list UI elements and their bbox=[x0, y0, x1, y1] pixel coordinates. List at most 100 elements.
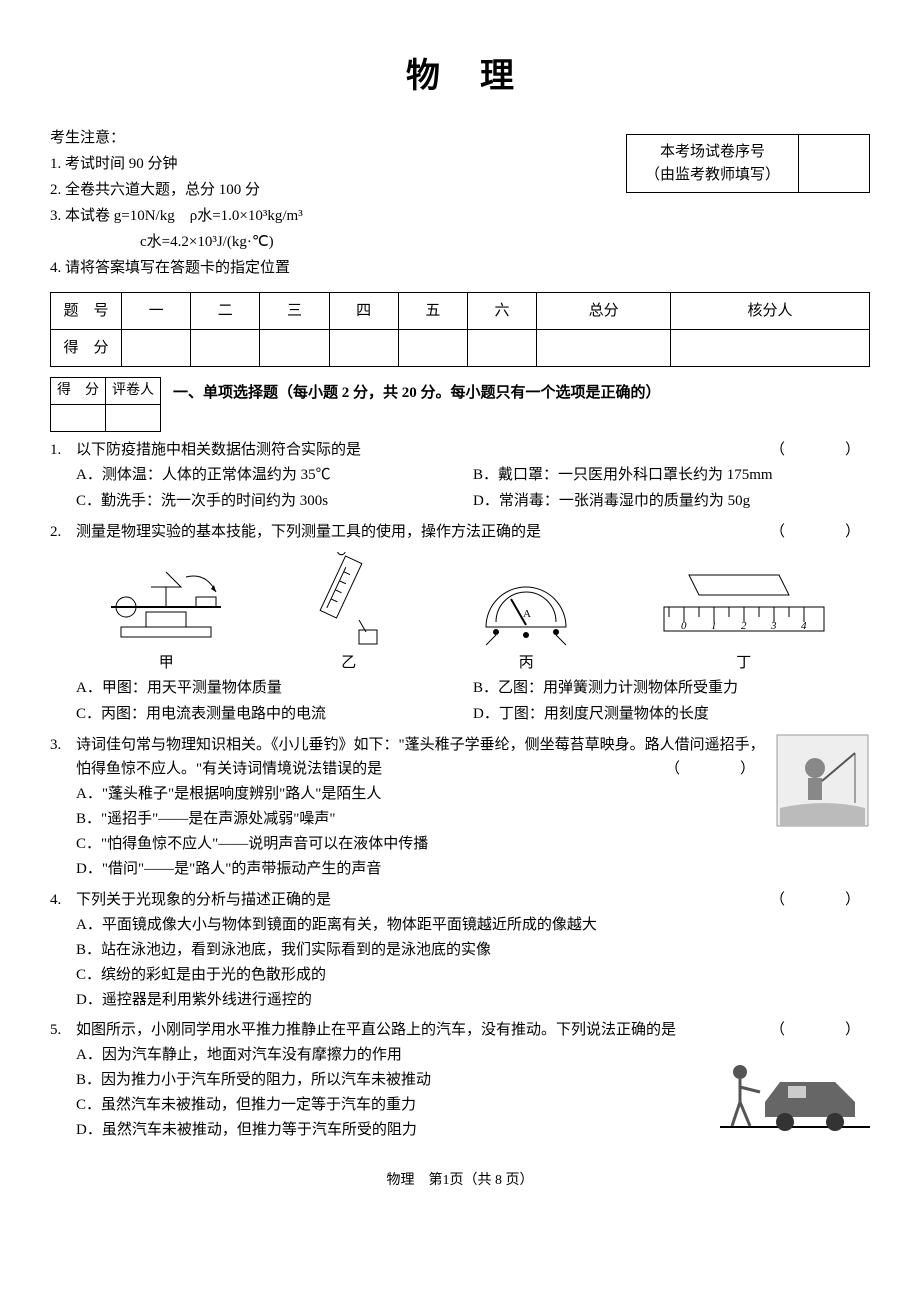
q4-stem: 下列关于光现象的分析与描述正确的是 （ ） bbox=[76, 888, 870, 912]
q4-stem-text: 下列关于光现象的分析与描述正确的是 bbox=[76, 892, 331, 908]
spring-scale-icon bbox=[304, 552, 394, 647]
q1-stem: 以下防疫措施中相关数据估测符合实际的是 （ ） bbox=[76, 438, 870, 462]
serial-text: 本考场试卷序号 （由监考教师填写） bbox=[627, 135, 799, 192]
notice-item-4: 4. 请将答案填写在答题卡的指定位置 bbox=[50, 256, 626, 280]
q1-opt-a: A．测体温：人体的正常体温约为 35℃ bbox=[76, 463, 473, 487]
q2-label-a: 甲 bbox=[91, 651, 241, 675]
q4-opt-b: B．站在泳池边，看到泳池底，我们实际看到的是泳池底的实像 bbox=[76, 938, 870, 962]
q1-num: 1. bbox=[50, 438, 76, 462]
q2-fig-b: 乙 bbox=[304, 552, 394, 675]
q5-stem: 如图所示，小刚同学用水平推力推静止在平直公路上的汽车，没有推动。下列说法正确的是… bbox=[76, 1018, 870, 1042]
q2-label-b: 乙 bbox=[304, 651, 394, 675]
q1-paren: （ ） bbox=[770, 438, 870, 462]
score-row-label: 得 分 bbox=[51, 330, 122, 367]
rater-blank2 bbox=[106, 405, 161, 432]
q2-opt-d: D．丁图：用刻度尺测量物体的长度 bbox=[473, 702, 870, 726]
serial-blank bbox=[799, 135, 869, 192]
score-col-1: 一 bbox=[122, 293, 191, 330]
q2-fig-d: 0 1 2 3 4 丁 bbox=[659, 567, 829, 675]
rater-table: 得 分 评卷人 bbox=[50, 377, 161, 432]
q5: 5. 如图所示，小刚同学用水平推力推静止在平直公路上的汽车，没有推动。下列说法正… bbox=[50, 1018, 870, 1150]
serial-line1: 本考场试卷序号 bbox=[660, 144, 765, 160]
q3: 3. 诗词佳句常与物理知识相关。《小儿垂钓》如下："蓬头稚子学垂纶，侧坐莓苔草映… bbox=[50, 733, 870, 882]
balance-icon bbox=[91, 567, 241, 647]
ruler-icon: 0 1 2 3 4 bbox=[659, 567, 829, 647]
ruler-tick-3: 3 bbox=[770, 620, 777, 632]
score-cell-7 bbox=[537, 330, 671, 367]
page-title: 物理 bbox=[90, 50, 870, 104]
serial-box: 本考场试卷序号 （由监考教师填写） bbox=[626, 134, 870, 193]
fishing-child-icon bbox=[775, 733, 870, 828]
score-cell-4 bbox=[329, 330, 398, 367]
score-col-4: 四 bbox=[329, 293, 398, 330]
ammeter-icon: A bbox=[456, 557, 596, 647]
q3-num: 3. bbox=[50, 733, 76, 781]
q4-num: 4. bbox=[50, 888, 76, 912]
score-col-5: 五 bbox=[398, 293, 467, 330]
q2-opt-b: B．乙图：用弹簧测力计测物体所受重力 bbox=[473, 676, 870, 700]
q4-opt-c: C．缤纷的彩虹是由于光的色散形成的 bbox=[76, 963, 870, 987]
q2-label-c: 丙 bbox=[456, 651, 596, 675]
q3-stem: 诗词佳句常与物理知识相关。《小儿垂钓》如下："蓬头稚子学垂纶，侧坐莓苔草映身。路… bbox=[76, 733, 765, 781]
q5-image bbox=[720, 1042, 870, 1150]
q3-opt-d: D．"借问"——是"路人"的声带振动产生的声音 bbox=[76, 857, 765, 881]
q5-opt-a: A．因为汽车静止，地面对汽车没有摩擦力的作用 bbox=[76, 1043, 710, 1067]
notice-heading: 考生注意： bbox=[50, 126, 626, 150]
ruler-tick-4: 4 bbox=[801, 620, 807, 632]
score-cell-1 bbox=[122, 330, 191, 367]
score-cell-3 bbox=[260, 330, 329, 367]
serial-line2: （由监考教师填写） bbox=[645, 167, 780, 183]
score-cell-8 bbox=[671, 330, 870, 367]
q2: 2. 测量是物理实验的基本技能，下列测量工具的使用，操作方法正确的是 （ ） 甲 bbox=[50, 520, 870, 727]
notice-item-3b: c水=4.2×10³J/(kg·℃) bbox=[50, 230, 626, 254]
q5-opt-b: B．因为推力小于汽车所受的阻力，所以汽车未被推动 bbox=[76, 1068, 710, 1092]
rater-blank1 bbox=[51, 405, 106, 432]
q2-paren: （ ） bbox=[770, 520, 870, 544]
score-cell-6 bbox=[467, 330, 536, 367]
q2-stem-text: 测量是物理实验的基本技能，下列测量工具的使用，操作方法正确的是 bbox=[76, 524, 541, 540]
q2-fig-a: 甲 bbox=[91, 567, 241, 675]
q3-opt-b: B．"遥招手"——是在声源处减弱"噪声" bbox=[76, 807, 765, 831]
score-col-7: 总分 bbox=[537, 293, 671, 330]
q2-figures: 甲 乙 A bbox=[50, 544, 870, 675]
ruler-tick-0: 0 bbox=[681, 620, 687, 632]
score-col-2: 二 bbox=[191, 293, 260, 330]
q5-paren: （ ） bbox=[770, 1018, 870, 1042]
ammeter-label: A bbox=[523, 608, 531, 620]
score-col-8: 核分人 bbox=[671, 293, 870, 330]
notice-item-2: 2. 全卷共六道大题，总分 100 分 bbox=[50, 178, 626, 202]
q3-opt-c: C．"怕得鱼惊不应人"——说明声音可以在液体中传播 bbox=[76, 832, 765, 856]
q2-num: 2. bbox=[50, 520, 76, 544]
q4: 4. 下列关于光现象的分析与描述正确的是 （ ） A．平面镜成像大小与物体到镜面… bbox=[50, 888, 870, 1012]
q3-paren: （ ） bbox=[665, 757, 765, 781]
q3-stem-text: 诗词佳句常与物理知识相关。《小儿垂钓》如下："蓬头稚子学垂纶，侧坐莓苔草映身。路… bbox=[76, 737, 765, 777]
score-col-3: 三 bbox=[260, 293, 329, 330]
notice-item-3: 3. 本试卷 g=10N/kg ρ水=1.0×10³kg/m³ bbox=[50, 204, 626, 228]
notice-item-1: 1. 考试时间 90 分钟 bbox=[50, 152, 626, 176]
push-car-icon bbox=[720, 1042, 870, 1142]
q4-paren: （ ） bbox=[770, 888, 870, 912]
q3-image bbox=[775, 733, 870, 836]
q4-opt-d: D．遥控器是利用紫外线进行遥控的 bbox=[76, 988, 870, 1012]
score-header-label: 题 号 bbox=[51, 293, 122, 330]
q2-fig-c: A 丙 bbox=[456, 557, 596, 675]
page-footer: 物理 第1页（共 8 页） bbox=[50, 1170, 870, 1192]
score-cell-2 bbox=[191, 330, 260, 367]
q4-opt-a: A．平面镜成像大小与物体到镜面的距离有关，物体距平面镜越近所成的像越大 bbox=[76, 913, 870, 937]
score-col-6: 六 bbox=[467, 293, 536, 330]
q2-opt-a: A．甲图：用天平测量物体质量 bbox=[76, 676, 473, 700]
rater-row: 得 分 评卷人 一、单项选择题（每小题 2 分，共 20 分。每小题只有一个选项… bbox=[50, 377, 870, 432]
ruler-tick-2: 2 bbox=[741, 620, 747, 632]
q1-opt-b: B．戴口罩：一只医用外科口罩长约为 175mm bbox=[473, 463, 870, 487]
notice-left: 考生注意： 1. 考试时间 90 分钟 2. 全卷共六道大题，总分 100 分 … bbox=[50, 124, 626, 282]
rater-c1: 得 分 bbox=[51, 378, 106, 405]
score-table: 题 号 一 二 三 四 五 六 总分 核分人 得 分 bbox=[50, 292, 870, 367]
q1-opt-c: C．勤洗手：洗一次手的时间约为 300s bbox=[76, 489, 473, 513]
q2-stem: 测量是物理实验的基本技能，下列测量工具的使用，操作方法正确的是 （ ） bbox=[76, 520, 870, 544]
q3-opt-a: A．"蓬头稚子"是根据响度辨别"路人"是陌生人 bbox=[76, 782, 765, 806]
ruler-tick-1: 1 bbox=[711, 620, 717, 632]
notice-row: 考生注意： 1. 考试时间 90 分钟 2. 全卷共六道大题，总分 100 分 … bbox=[50, 124, 870, 282]
section1-title: 一、单项选择题（每小题 2 分，共 20 分。每小题只有一个选项是正确的） bbox=[173, 377, 870, 405]
q5-opt-c: C．虽然汽车未被推动，但推力一定等于汽车的重力 bbox=[76, 1093, 710, 1117]
q1-stem-text: 以下防疫措施中相关数据估测符合实际的是 bbox=[76, 442, 361, 458]
